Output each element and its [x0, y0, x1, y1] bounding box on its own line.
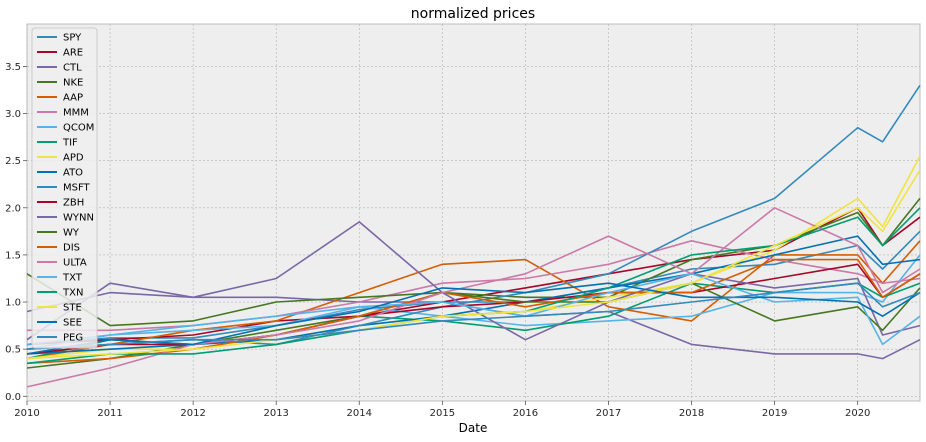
- legend-label: ZBH: [63, 198, 84, 209]
- y-tick-label: 2.0: [5, 203, 21, 214]
- grid: [26, 24, 920, 401]
- series-line-ste: [26, 169, 921, 360]
- legend-label: TXN: [62, 288, 83, 299]
- x-tick-label: 2020: [845, 408, 870, 419]
- x-tick-label: 2016: [513, 408, 538, 419]
- legend-box: [31, 27, 98, 349]
- legend-item: TIF: [37, 138, 78, 149]
- legend-item: TXT: [37, 273, 83, 284]
- x-axis-title: Date: [459, 421, 488, 435]
- legend-label: TXT: [62, 273, 83, 284]
- legend: SPY ARE CTL NKE AAP MMM QCOM TIF APD ATO MSFT ZBH WY…: [31, 27, 98, 349]
- x-tick-label: 2011: [97, 408, 122, 419]
- legend-label: NKE: [63, 78, 83, 89]
- legend-item: STE: [37, 303, 82, 314]
- series-line-wy: [26, 273, 921, 332]
- legend-item: AAP: [37, 93, 83, 104]
- y-axis: 0.0 0.5 1.0 1.5 2.0 2.5 3.0 3.5: [5, 62, 27, 403]
- legend-item: WYNN: [37, 213, 94, 224]
- legend-label: WY: [63, 228, 80, 239]
- legend-label: QCOM: [63, 123, 94, 134]
- y-tick-label: 1.0: [5, 298, 21, 309]
- legend-label: MSFT: [63, 183, 91, 194]
- legend-label: WYNN: [63, 213, 94, 224]
- legend-label: APD: [63, 153, 84, 164]
- y-tick-label: 0.0: [5, 392, 21, 403]
- x-tick-label: 2018: [679, 408, 704, 419]
- series-line-peg: [26, 282, 921, 350]
- x-tick-label: 2019: [762, 408, 787, 419]
- y-tick-label: 3.5: [5, 62, 21, 73]
- legend-label: AAP: [63, 93, 83, 104]
- x-axis: 2010 2011 2012 2013 2014 2015 2016 2017 2018 2019…: [14, 401, 870, 419]
- x-tick-label: 2015: [430, 408, 455, 419]
- legend-item: DIS: [37, 243, 80, 254]
- legend-item: TXN: [37, 288, 83, 299]
- y-tick-label: 1.5: [5, 250, 21, 261]
- legend-item: ATO: [37, 168, 83, 179]
- legend-label: ATO: [63, 168, 83, 179]
- x-tick-label: 2012: [180, 408, 205, 419]
- series-line-qcom: [26, 254, 921, 350]
- y-tick-label: 3.0: [5, 109, 21, 120]
- x-tick-label: 2017: [596, 408, 621, 419]
- legend-item: SEE: [37, 318, 82, 329]
- legend-item: MSFT: [37, 183, 91, 194]
- legend-item: ARE: [37, 48, 83, 59]
- legend-label: ARE: [63, 48, 83, 59]
- x-tick-label: 2010: [14, 408, 39, 419]
- legend-label: SEE: [63, 318, 82, 329]
- legend-item: ULTA: [37, 258, 87, 269]
- legend-item: PEG: [37, 333, 83, 344]
- legend-item: APD: [37, 153, 84, 164]
- legend-item: WY: [37, 228, 80, 239]
- series-lines: [26, 84, 921, 388]
- x-tick-label: 2014: [347, 408, 372, 419]
- series-line-see: [26, 282, 921, 355]
- legend-label: SPY: [63, 33, 82, 44]
- legend-item: MMM: [37, 108, 89, 119]
- legend-label: DIS: [63, 243, 80, 254]
- x-tick-label: 2013: [263, 408, 288, 419]
- chart-title: normalized prices: [411, 6, 535, 22]
- legend-item: CTL: [37, 63, 82, 74]
- legend-item: NKE: [37, 78, 83, 89]
- legend-label: ULTA: [63, 258, 87, 269]
- legend-label: TIF: [62, 138, 78, 149]
- legend-item: ZBH: [37, 198, 84, 209]
- legend-label: STE: [63, 303, 82, 314]
- legend-label: CTL: [63, 63, 82, 74]
- legend-label: MMM: [63, 108, 89, 119]
- legend-label: PEG: [63, 333, 83, 344]
- legend-item: SPY: [37, 33, 82, 44]
- series-line-wynn: [26, 221, 921, 341]
- y-tick-label: 2.5: [5, 156, 21, 167]
- y-tick-label: 0.5: [5, 345, 21, 356]
- legend-item: QCOM: [37, 123, 94, 134]
